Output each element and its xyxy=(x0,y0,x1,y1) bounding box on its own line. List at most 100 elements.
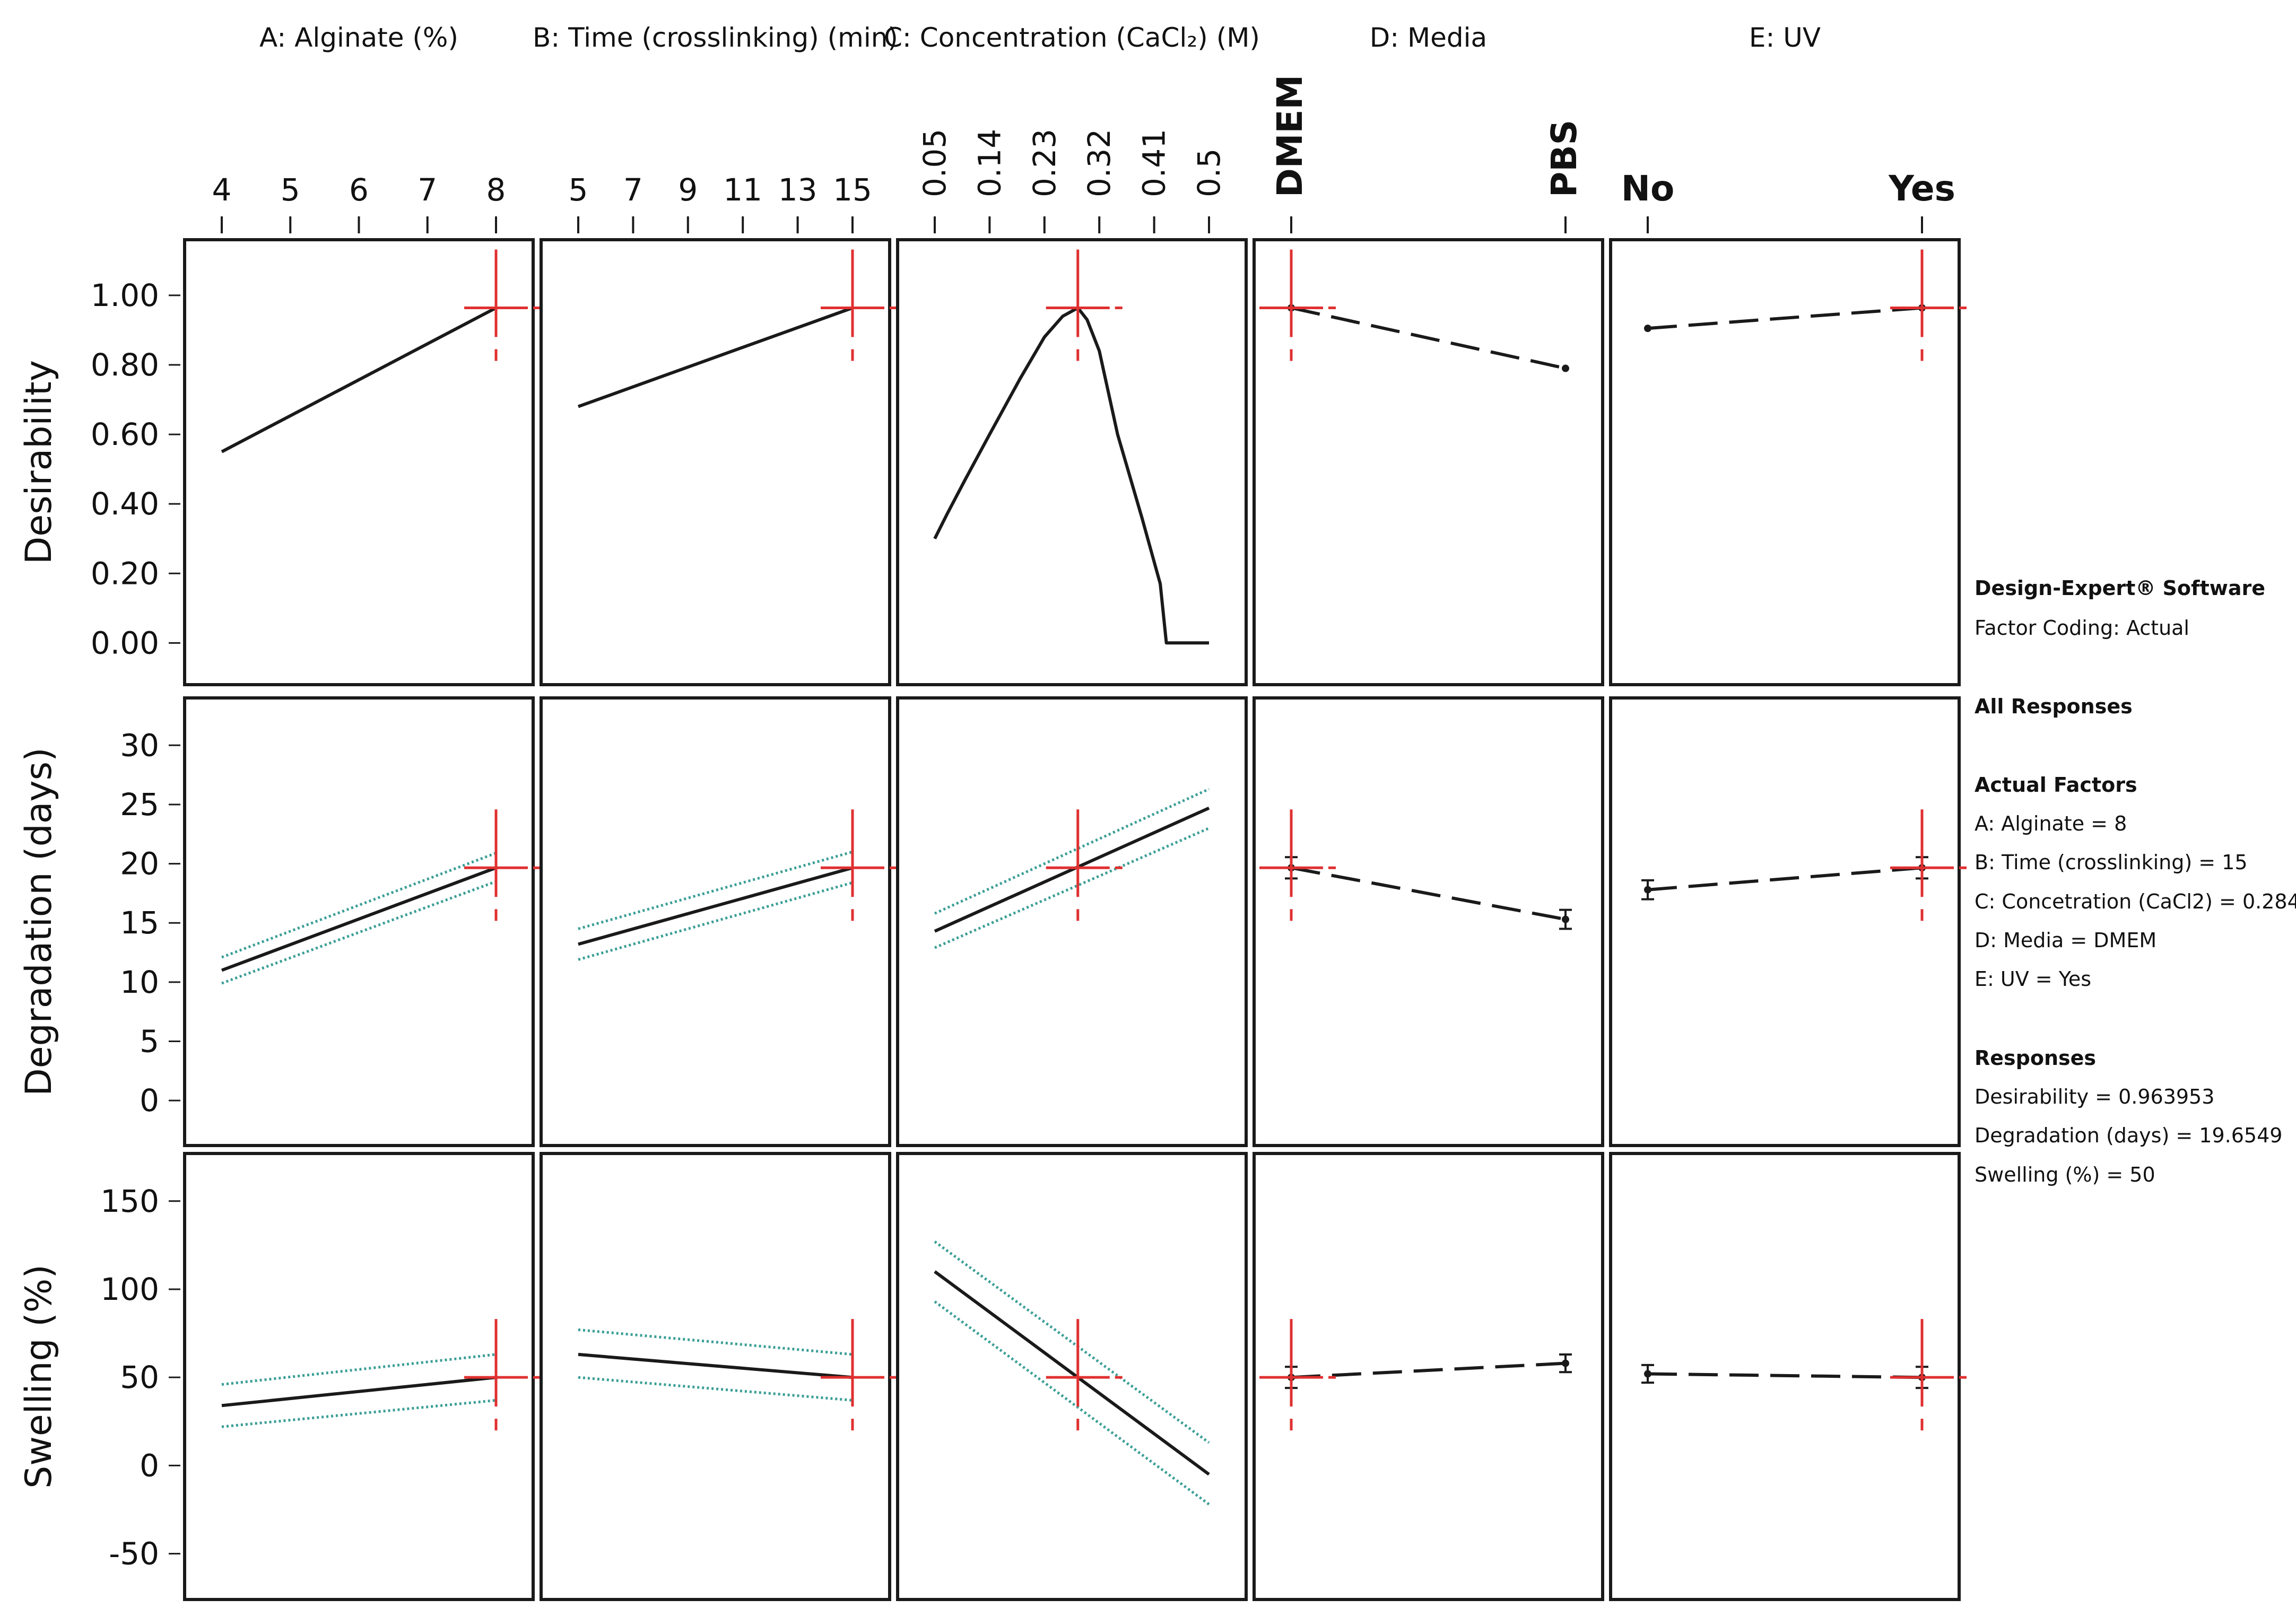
panel-swelling-C xyxy=(896,1152,1248,1601)
info-factor-line: C: Concetration (CaCl2) = 0.284797 xyxy=(1975,890,2296,913)
info-responses-title: Responses xyxy=(1975,1046,2096,1070)
ci-upper-line xyxy=(578,1328,853,1356)
panel-swelling-D xyxy=(1253,1152,1604,1601)
prediction-line xyxy=(221,866,497,972)
panel-swelling-B xyxy=(540,1152,897,1601)
panel-desirability-A xyxy=(183,238,541,686)
factor-title: A: Alginate (%) xyxy=(259,22,458,53)
response-axis-label: Degradation (days) xyxy=(18,747,60,1096)
info-factor-line: E: UV = Yes xyxy=(1975,967,2091,991)
y-tick-label: 30 xyxy=(120,727,159,763)
panel-frame xyxy=(1253,696,1604,1147)
y-tick-label: 0.60 xyxy=(91,416,159,452)
info-software: Design-Expert® Software xyxy=(1975,576,2265,600)
x-tick-label: 15 xyxy=(833,172,872,208)
x-tick-label: 0.41 xyxy=(1136,129,1172,197)
prediction-line xyxy=(1291,306,1566,370)
x-tick-label: PBS xyxy=(1544,120,1585,197)
y-tick-label: 15 xyxy=(120,905,159,941)
info-response-line: Swelling (%) = 50 xyxy=(1975,1163,2155,1186)
x-tick-label: 11 xyxy=(723,172,762,208)
y-tick-label: 150 xyxy=(100,1183,159,1219)
panel-desirability-C xyxy=(896,238,1248,686)
data-point xyxy=(1562,1359,1569,1367)
x-tick-label: 0.5 xyxy=(1191,148,1227,197)
panel-frame xyxy=(183,696,535,1147)
prediction-line xyxy=(1647,1372,1923,1379)
info-factor-line: A: Alginate = 8 xyxy=(1975,812,2127,835)
response-axis-label: Swelling (%) xyxy=(18,1264,60,1489)
x-tick-label: 0.05 xyxy=(917,129,953,197)
data-point xyxy=(1562,915,1569,923)
ci-lower-line xyxy=(221,880,497,985)
x-tick-label: 0.23 xyxy=(1027,129,1063,197)
panel-degradation-A xyxy=(183,696,541,1147)
panel-degradation-C xyxy=(896,696,1248,1147)
panel-desirability-D xyxy=(1253,238,1604,686)
y-tick-label: 100 xyxy=(100,1271,159,1307)
info-factor-line: B: Time (crosslinking) = 15 xyxy=(1975,851,2248,874)
info-response-line: Desirability = 0.963953 xyxy=(1975,1085,2214,1108)
info-response-line: Degradation (days) = 19.6549 xyxy=(1975,1124,2282,1147)
info-all-responses: All Responses xyxy=(1975,695,2133,718)
prediction-line xyxy=(578,1352,853,1379)
panel-frame xyxy=(896,238,1248,686)
y-tick-label: 25 xyxy=(120,786,159,823)
panel-swelling-E xyxy=(1609,1152,1967,1601)
panel-frame xyxy=(1609,696,1961,1147)
y-tick-label: 5 xyxy=(140,1024,159,1060)
y-tick-label: 0 xyxy=(140,1082,159,1118)
x-tick-label: Yes xyxy=(1888,168,1955,209)
prediction-line xyxy=(934,806,1210,933)
y-tick-label: 0 xyxy=(140,1447,159,1483)
ci-lower-line xyxy=(934,827,1210,949)
data-point xyxy=(1644,886,1651,894)
x-tick-label: 0.32 xyxy=(1081,129,1117,197)
factor-title: C: Concentration (CaCl₂) (M) xyxy=(884,22,1260,53)
panel-degradation-D xyxy=(1253,696,1604,1147)
prediction-line xyxy=(934,1270,1210,1476)
labels-layer: A: Alginate (%) 4 5 6 7 8 B: Time (crosslinkin… xyxy=(18,22,1955,1572)
x-tick-label: 5 xyxy=(281,172,300,208)
x-tick-label: 13 xyxy=(778,172,817,208)
x-tick-label: 9 xyxy=(678,172,698,208)
y-tick-label: 20 xyxy=(120,846,159,882)
x-tick-label: 0.14 xyxy=(971,129,1007,197)
panel-frame xyxy=(183,238,535,686)
prediction-line xyxy=(1291,1361,1566,1379)
ci-lower-line xyxy=(578,1376,853,1402)
x-tick-label: 7 xyxy=(623,172,643,208)
panel-desirability-B xyxy=(540,238,897,686)
factor-title: B: Time (crosslinking) (min) xyxy=(533,22,898,53)
x-tick-label: 6 xyxy=(349,172,369,208)
panel-frame xyxy=(1253,238,1604,686)
y-tick-label: 0.20 xyxy=(91,555,159,591)
y-tick-label: -50 xyxy=(109,1536,159,1572)
y-tick-label: 10 xyxy=(120,964,159,1000)
ci-upper-line xyxy=(221,852,497,959)
x-tick-label: DMEM xyxy=(1269,75,1310,197)
y-tick-label: 0.40 xyxy=(91,486,159,522)
data-point xyxy=(1644,325,1651,333)
design-expert-info: Design-Expert® Software Factor Coding: A… xyxy=(1975,576,2296,1186)
prediction-line xyxy=(1647,306,1923,330)
panel-degradation-E xyxy=(1609,696,1967,1147)
info-actual-factors-title: Actual Factors xyxy=(1975,773,2137,797)
x-tick-label: 7 xyxy=(418,172,437,208)
y-tick-label: 1.00 xyxy=(91,277,159,313)
factor-title: E: UV xyxy=(1749,22,1821,53)
info-coding: Factor Coding: Actual xyxy=(1975,616,2189,640)
response-axis-label: Desirability xyxy=(18,360,60,564)
panel-frame xyxy=(1609,238,1961,686)
ci-upper-line xyxy=(221,1353,497,1386)
prediction-line xyxy=(577,306,854,408)
panel-desirability-E xyxy=(1609,238,1967,686)
prediction-line xyxy=(1291,866,1566,921)
ci-upper-line xyxy=(934,1240,1210,1444)
y-tick-label: 0.80 xyxy=(91,347,159,383)
panel-frame xyxy=(540,696,891,1147)
x-tick-label: 4 xyxy=(212,172,232,208)
x-tick-label: No xyxy=(1621,168,1675,209)
data-point xyxy=(1644,1370,1651,1378)
prediction-line xyxy=(221,1376,497,1408)
